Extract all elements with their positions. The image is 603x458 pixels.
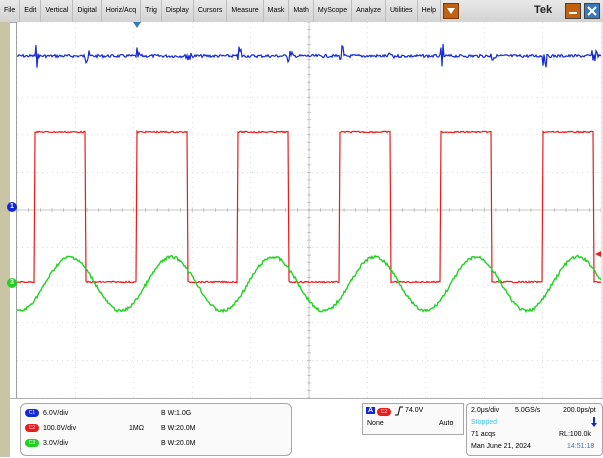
channel-3-scale: 3.0V/div [43, 439, 69, 447]
menu-item-digital[interactable]: Digital [73, 0, 102, 22]
waveform-display[interactable] [16, 22, 601, 398]
left-side-strip [0, 22, 10, 457]
acquisition-state: Stopped [471, 419, 498, 426]
close-button[interactable] [584, 3, 600, 19]
trigger-type: None [367, 420, 384, 427]
menu-item-myscope[interactable]: MyScope [314, 0, 353, 22]
menu-item-math[interactable]: Math [289, 0, 314, 22]
menu-item-vertical[interactable]: Vertical [41, 0, 74, 22]
trigger-source-badge: C2 [377, 408, 391, 416]
channel-2-bandwidth: B W:20.0M [161, 424, 196, 432]
channel-1-waveform [17, 44, 601, 68]
close-icon [587, 6, 597, 16]
sample-rate: 5.0GS/s [515, 407, 541, 414]
channel-2-scale: 100.0V/div [43, 424, 77, 432]
channel-3-badge: C3 [25, 439, 39, 447]
arrow-down-icon [591, 417, 597, 427]
menu-item-edit[interactable]: Edit [20, 0, 42, 22]
trigger-position-marker[interactable] [133, 22, 141, 28]
menu-items: File Edit Vertical Digital Horiz/Acq Trig Disp… [0, 0, 441, 22]
time-readout: 14:51:18 [567, 443, 595, 450]
menu-item-file[interactable]: File [0, 0, 21, 22]
graticule-grid [17, 22, 601, 398]
resolution: 200.0ps/pt [563, 407, 596, 414]
trigger-level: 74.0V [405, 407, 424, 414]
menu-bar: File Edit Vertical Digital Horiz/Acq Trig Disp… [0, 0, 603, 23]
right-side-strip [599, 22, 603, 398]
channel-1-readout[interactable]: C1 6.0V/div B W:1.0G [25, 407, 191, 419]
menu-item-trig[interactable]: Trig [141, 0, 162, 22]
menu-item-measure[interactable]: Measure [227, 0, 264, 22]
menu-dropdown-button[interactable] [442, 3, 459, 19]
channel-3-readout[interactable]: C3 3.0V/div B W:20.0M [25, 437, 196, 449]
waveform-canvas [17, 22, 601, 398]
channel-2-badge: C2 [25, 424, 39, 432]
chevron-down-icon [446, 8, 455, 14]
brand-logo: Tek [534, 4, 553, 16]
trigger-mode: Auto [439, 420, 454, 427]
menu-item-display[interactable]: Display [162, 0, 194, 22]
menu-item-mask[interactable]: Mask [264, 0, 290, 22]
timebase-readout[interactable]: 2.0μs/div 5.0GS/s 200.0ps/pt Stopped 71 … [466, 403, 603, 456]
minimize-button[interactable] [565, 3, 581, 19]
channel-3-bandwidth: B W:20.0M [161, 439, 196, 447]
date-readout: Man June 21, 2024 [471, 443, 531, 450]
menu-item-utilities[interactable]: Utilities [386, 0, 418, 22]
acquisition-count: 71 acqs [471, 431, 496, 438]
channel-1-badge: C1 [25, 409, 39, 417]
menu-item-analyze[interactable]: Analyze [352, 0, 386, 22]
channel-3-waveform [17, 254, 601, 314]
trigger-level-marker[interactable] [595, 251, 601, 257]
channel-3-ground-marker[interactable]: 3 [7, 278, 17, 288]
channel-2-waveform [17, 129, 601, 284]
channel-2-coupling: 1MΩ [129, 424, 144, 432]
record-length: RL:100.0k [559, 431, 591, 438]
channel-1-ground-marker[interactable]: 1 [7, 202, 17, 212]
readout-panel: C1 6.0V/div B W:1.0G C2 100.0V/div 1MΩ B… [10, 398, 603, 458]
channel-1-scale: 6.0V/div [43, 409, 69, 417]
menu-item-cursors[interactable]: Cursors [194, 0, 228, 22]
channel-settings-panel: C1 6.0V/div B W:1.0G C2 100.0V/div 1MΩ B… [20, 403, 292, 456]
trigger-a-badge: A [366, 407, 376, 414]
trigger-readout[interactable]: A C2 74.0V None Auto [362, 403, 464, 435]
menu-item-help[interactable]: Help [418, 0, 441, 22]
channel-2-readout[interactable]: C2 100.0V/div 1MΩ B W:20.0M [25, 422, 196, 434]
rising-edge-icon [395, 406, 403, 416]
minimize-icon [569, 12, 577, 14]
horizontal-scale: 2.0μs/div [471, 407, 500, 414]
channel-1-bandwidth: B W:1.0G [161, 409, 192, 417]
menu-item-horiz-acq[interactable]: Horiz/Acq [102, 0, 142, 22]
